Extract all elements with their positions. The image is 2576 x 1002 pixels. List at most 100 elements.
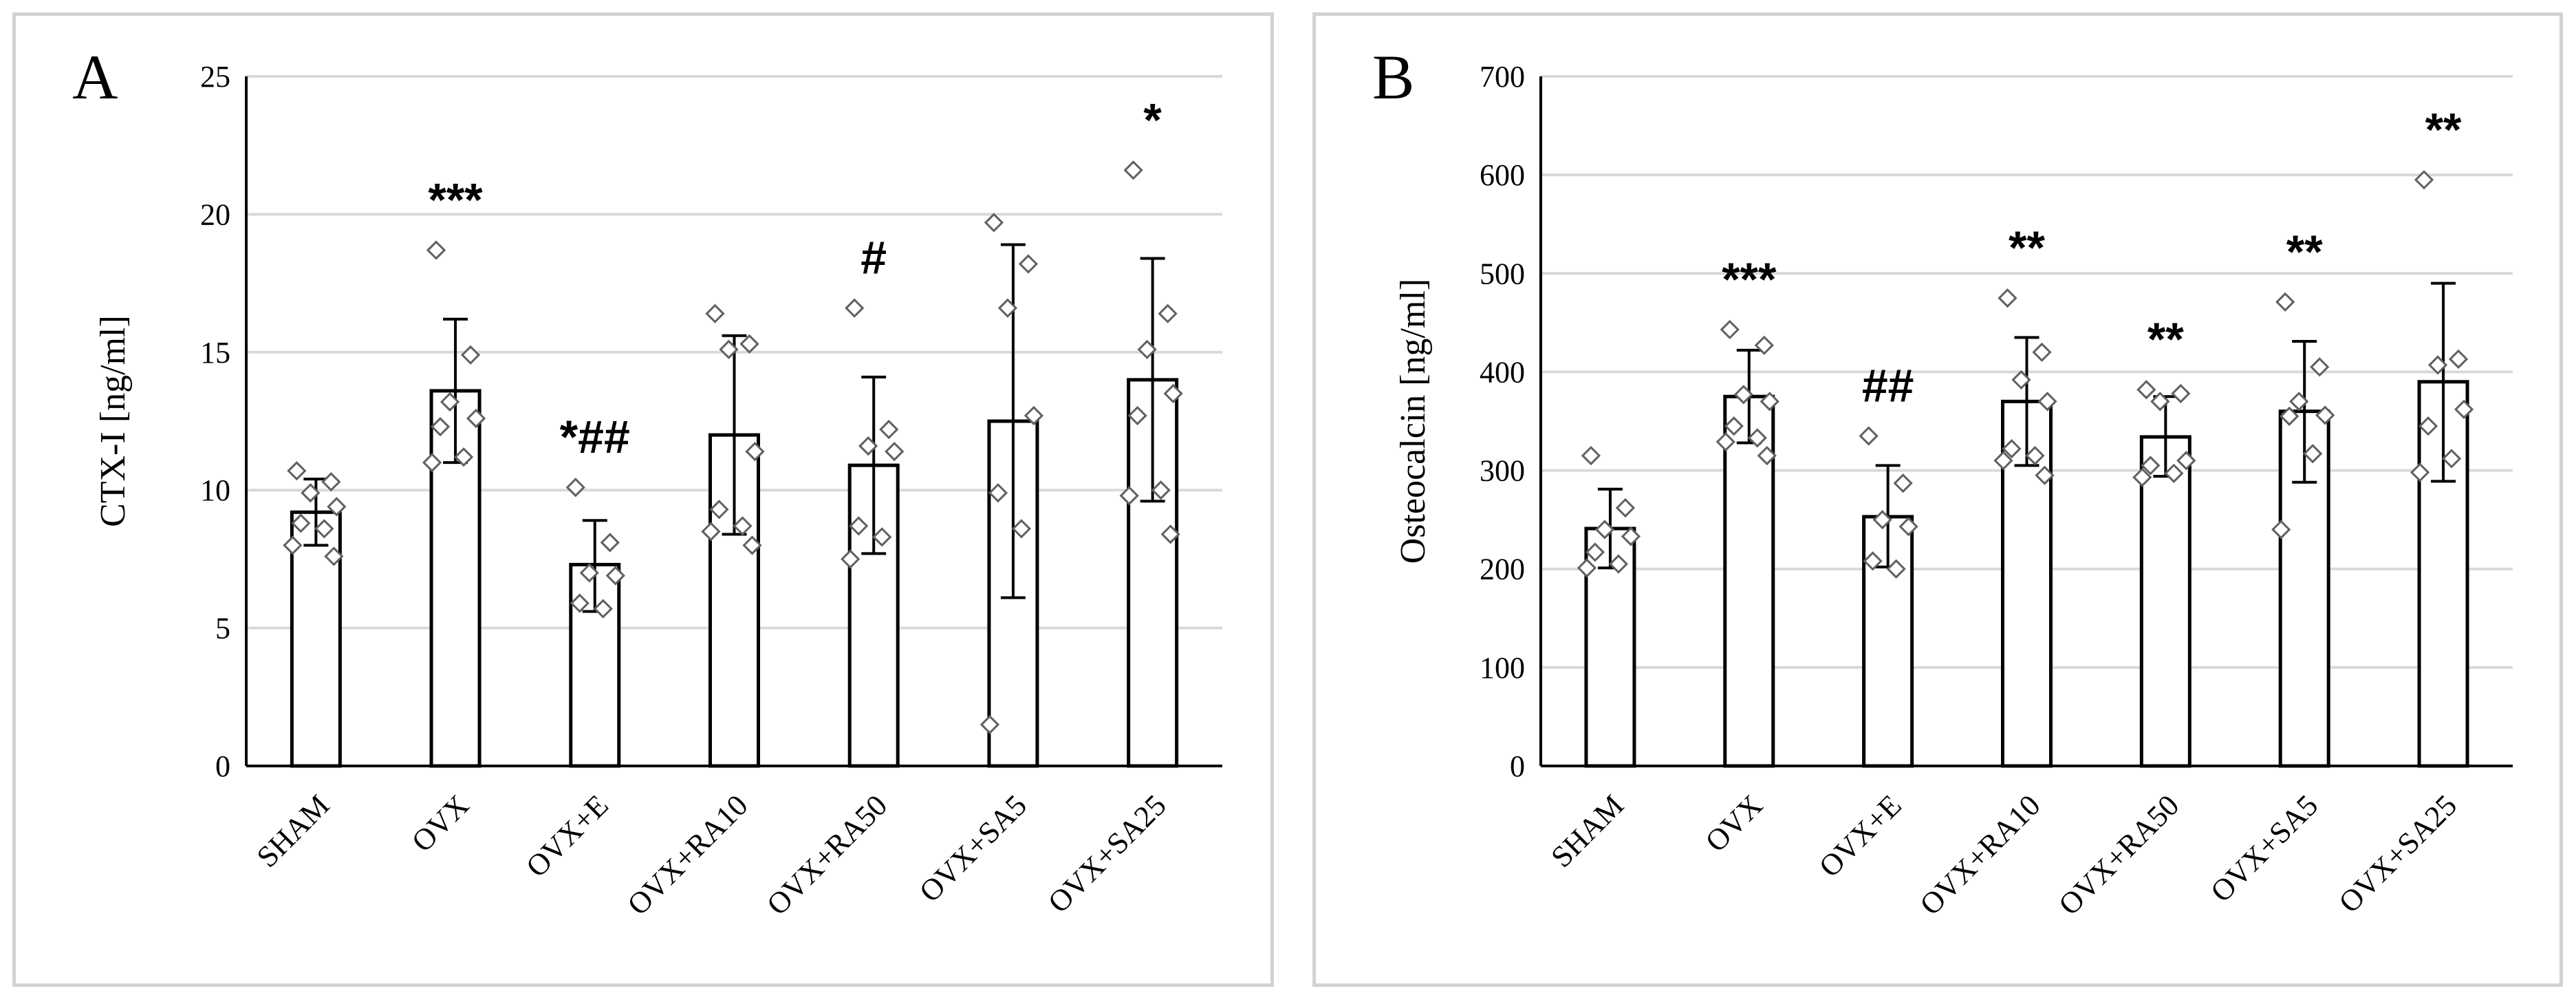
data-point bbox=[570, 593, 589, 613]
data-point bbox=[742, 535, 762, 555]
data-point bbox=[1151, 480, 1171, 500]
data-point bbox=[719, 339, 739, 359]
x-tick-label: OVX+E bbox=[1812, 788, 1908, 884]
data-point bbox=[1577, 558, 1597, 578]
data-point bbox=[2441, 449, 2462, 469]
panel-b: B 0 100 200 300 400 500 600 700 Osteocalcin [ng/m… bbox=[1312, 12, 2563, 987]
x-tick-label: SHAM bbox=[250, 788, 336, 874]
data-point bbox=[849, 516, 869, 536]
bar-ovx-ra50 bbox=[2139, 435, 2191, 768]
data-point bbox=[2164, 463, 2184, 483]
data-point bbox=[1160, 524, 1180, 544]
data-point bbox=[2271, 520, 2291, 540]
data-point bbox=[705, 303, 725, 323]
x-tick-label: SHAM bbox=[1544, 788, 1630, 874]
y-tick-label: 0 bbox=[1510, 749, 1525, 783]
data-point bbox=[1137, 339, 1157, 359]
data-point bbox=[1024, 405, 1044, 426]
data-point bbox=[733, 516, 753, 536]
data-point bbox=[426, 240, 446, 260]
chart-b-svg: B 0 100 200 300 400 500 600 700 Osteocalcin [ng/m… bbox=[1372, 42, 2513, 921]
panel-label: A bbox=[72, 42, 118, 112]
significance-label: ** bbox=[2147, 313, 2184, 365]
data-point bbox=[1621, 526, 1641, 546]
data-point bbox=[2037, 392, 2057, 412]
data-point bbox=[1011, 519, 1032, 539]
data-point bbox=[2427, 355, 2448, 375]
data-point bbox=[2418, 416, 2438, 436]
data-point bbox=[291, 513, 311, 533]
data-point bbox=[997, 298, 1018, 318]
data-point bbox=[841, 549, 861, 569]
data-point bbox=[579, 563, 599, 583]
data-point bbox=[2448, 349, 2469, 369]
data-point bbox=[1754, 335, 1774, 355]
y-tick-label: 25 bbox=[200, 60, 230, 94]
data-point bbox=[1594, 520, 1615, 540]
data-point bbox=[1119, 486, 1139, 506]
data-point bbox=[2171, 383, 2191, 404]
x-tick-label: OVX+RA50 bbox=[2052, 788, 2185, 921]
data-point bbox=[858, 436, 878, 456]
data-point bbox=[2454, 399, 2474, 419]
data-point bbox=[2132, 467, 2152, 487]
y-tick-label: 700 bbox=[1480, 60, 1525, 94]
panel-label: B bbox=[1372, 42, 1414, 112]
data-point bbox=[2011, 370, 2031, 390]
data-point bbox=[1158, 303, 1178, 323]
x-tick-label: OVX+SA25 bbox=[2333, 788, 2463, 919]
data-point bbox=[1886, 559, 1906, 579]
data-point bbox=[2025, 445, 2045, 466]
data-point bbox=[1163, 383, 1183, 404]
data-point bbox=[453, 447, 474, 467]
significance-label: ** bbox=[2286, 226, 2323, 278]
y-tick-label: 600 bbox=[1480, 158, 1525, 192]
data-point bbox=[593, 599, 613, 619]
y-tick-label: 400 bbox=[1480, 355, 1525, 389]
significance-label: # bbox=[861, 232, 887, 284]
x-tick-label: OVX+RA10 bbox=[621, 788, 755, 921]
data-point bbox=[845, 298, 865, 318]
data-point bbox=[605, 566, 625, 586]
data-point bbox=[1585, 542, 1605, 562]
data-point bbox=[2150, 392, 2170, 412]
significance-label: ** bbox=[2009, 222, 2045, 274]
x-tick-label: OVX+SA5 bbox=[2204, 788, 2324, 908]
data-point bbox=[885, 441, 905, 462]
data-point bbox=[301, 483, 321, 503]
data-point bbox=[314, 519, 334, 539]
data-point bbox=[1581, 445, 1601, 466]
x-tick-label: OVX+RA10 bbox=[1914, 788, 2047, 921]
data-point bbox=[872, 527, 892, 547]
data-point bbox=[1747, 428, 1767, 448]
data-point bbox=[2414, 170, 2434, 190]
y-tick-label: 200 bbox=[1480, 553, 1525, 586]
data-point bbox=[2310, 357, 2330, 377]
significance-label: ## bbox=[1862, 359, 1914, 412]
data-point bbox=[2280, 406, 2299, 426]
data-point bbox=[460, 345, 481, 365]
data-point bbox=[1720, 319, 1740, 339]
data-point bbox=[324, 546, 344, 566]
data-point bbox=[565, 478, 585, 498]
data-point bbox=[2136, 380, 2156, 400]
data-point bbox=[321, 472, 341, 492]
data-point bbox=[422, 452, 442, 473]
y-tick-label: 100 bbox=[1480, 651, 1525, 685]
data-point bbox=[1898, 517, 1918, 537]
x-tick-label: OVX+SA5 bbox=[913, 788, 1033, 908]
data-point bbox=[1863, 551, 1883, 571]
data-point bbox=[2289, 392, 2309, 412]
significance-label: *## bbox=[560, 411, 630, 463]
y-tick-label: 0 bbox=[215, 749, 230, 783]
x-tick-label: OVX+RA50 bbox=[760, 788, 894, 921]
y-axis-label: CTX-I [ng/ml] bbox=[94, 315, 133, 527]
data-point bbox=[701, 522, 721, 542]
data-point bbox=[2002, 438, 2022, 459]
data-point bbox=[430, 416, 451, 437]
significance-label: * bbox=[1143, 94, 1162, 146]
data-point bbox=[1757, 445, 1777, 466]
data-point bbox=[2303, 444, 2323, 464]
data-point bbox=[1760, 392, 1779, 412]
data-point bbox=[2035, 465, 2055, 485]
